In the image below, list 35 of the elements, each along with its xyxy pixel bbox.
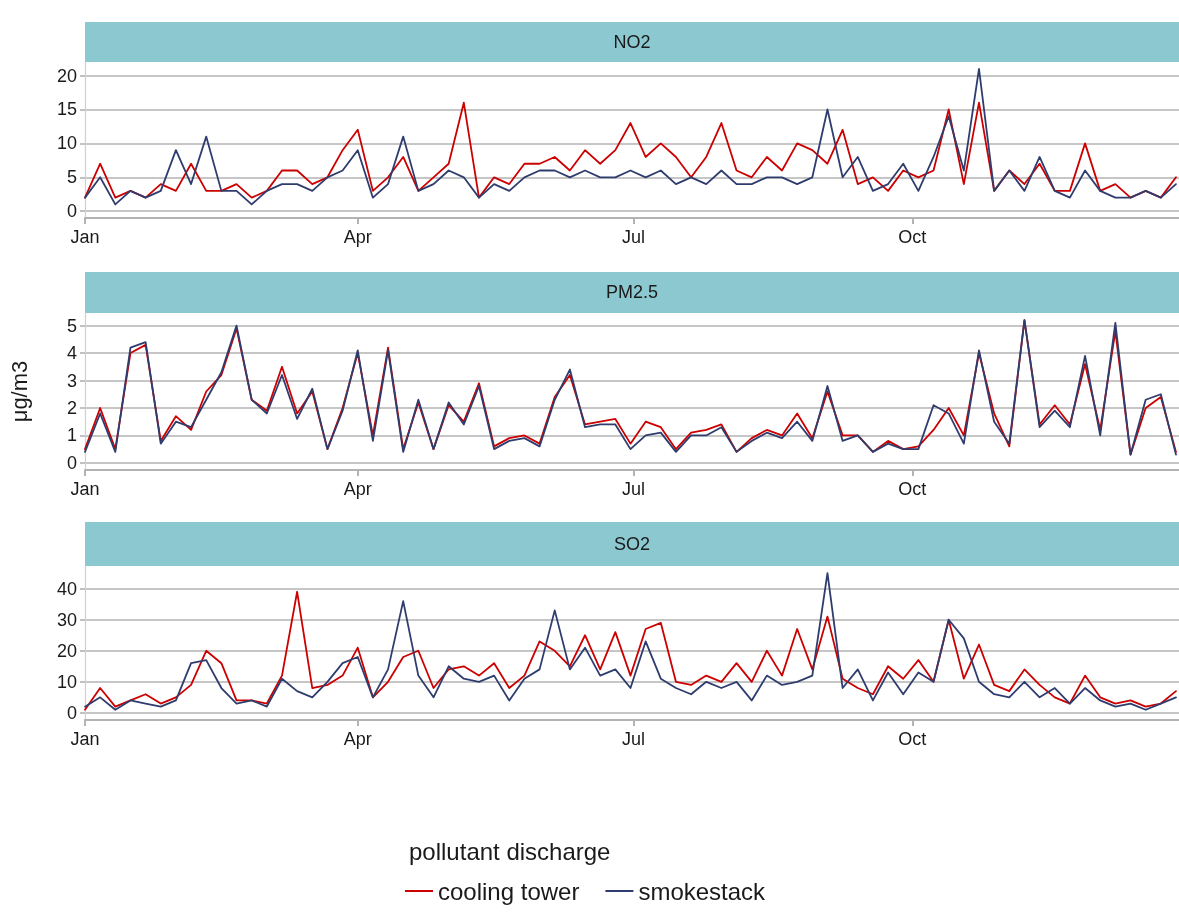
legend-label: cooling tower bbox=[438, 877, 580, 905]
x-tick-label: Jan bbox=[70, 227, 100, 247]
legend-label: smokestack bbox=[638, 877, 767, 905]
chart-title: NO2 bbox=[85, 22, 1179, 62]
y-tick-label: 5 bbox=[66, 167, 77, 188]
y-tick-label: 10 bbox=[56, 133, 77, 154]
chart-title: SO2 bbox=[85, 522, 1179, 566]
y-tick-label: 2 bbox=[66, 397, 77, 418]
y-tick-label: 4 bbox=[66, 343, 77, 364]
y-tick-label: 3 bbox=[66, 370, 77, 391]
y-tick-label: 20 bbox=[56, 65, 77, 86]
x-tick-label: Oct bbox=[898, 479, 927, 499]
y-tick-label: 40 bbox=[56, 578, 77, 599]
y-tick-label: 0 bbox=[66, 452, 77, 473]
y-axis-title: μg/m3 bbox=[6, 360, 32, 423]
x-tick-label: Apr bbox=[343, 227, 372, 247]
x-tick-label: Jan bbox=[70, 729, 100, 749]
y-tick-label: 0 bbox=[66, 201, 77, 222]
chart-title: PM2.5 bbox=[85, 272, 1179, 313]
y-tick-label: 1 bbox=[66, 425, 77, 446]
x-tick-label: Jan bbox=[70, 479, 100, 499]
x-tick-label: Jul bbox=[622, 729, 646, 749]
x-tick-label: Apr bbox=[343, 729, 372, 749]
legend-title: pollutant discharge bbox=[409, 837, 611, 865]
x-tick-label: Oct bbox=[898, 227, 927, 247]
y-tick-label: 5 bbox=[66, 315, 77, 336]
y-tick-label: 20 bbox=[56, 640, 77, 661]
y-tick-label: 30 bbox=[56, 609, 77, 630]
y-tick-label: 10 bbox=[56, 671, 77, 692]
x-tick-label: Jul bbox=[622, 227, 646, 247]
x-tick-label: Apr bbox=[343, 479, 372, 499]
y-tick-label: 0 bbox=[66, 702, 77, 723]
x-tick-label: Jul bbox=[622, 479, 646, 499]
y-tick-label: 15 bbox=[56, 99, 77, 120]
x-tick-label: Oct bbox=[898, 729, 927, 749]
